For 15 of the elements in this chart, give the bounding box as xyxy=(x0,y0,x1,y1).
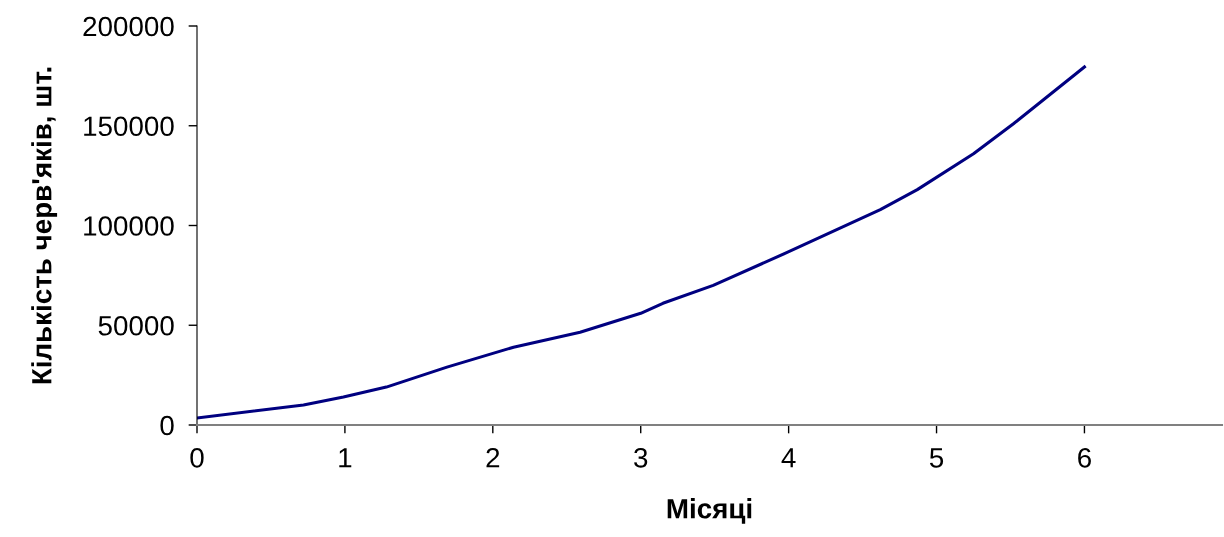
x-tick-label: 0 xyxy=(190,447,204,468)
y-tick-label: 150000 xyxy=(84,116,174,137)
x-tick-label: 2 xyxy=(486,447,500,468)
x-tick-label: 6 xyxy=(1078,447,1091,468)
line-series xyxy=(197,65,1086,420)
x-tick-label: 1 xyxy=(339,448,352,468)
x-axis-title: Місяці xyxy=(667,498,752,524)
y-axis-title: Кількість черв'яків, шт. xyxy=(31,67,58,384)
x-tick-label: 4 xyxy=(781,448,796,468)
y-tick-label: 50000 xyxy=(98,315,174,336)
y-tick-label: 0 xyxy=(160,415,174,436)
x-tick-label: 5 xyxy=(929,448,944,468)
y-tick-label: 200000 xyxy=(83,16,174,37)
x-tick-label: 3 xyxy=(634,447,648,468)
y-tick-label: 100000 xyxy=(84,216,174,236)
